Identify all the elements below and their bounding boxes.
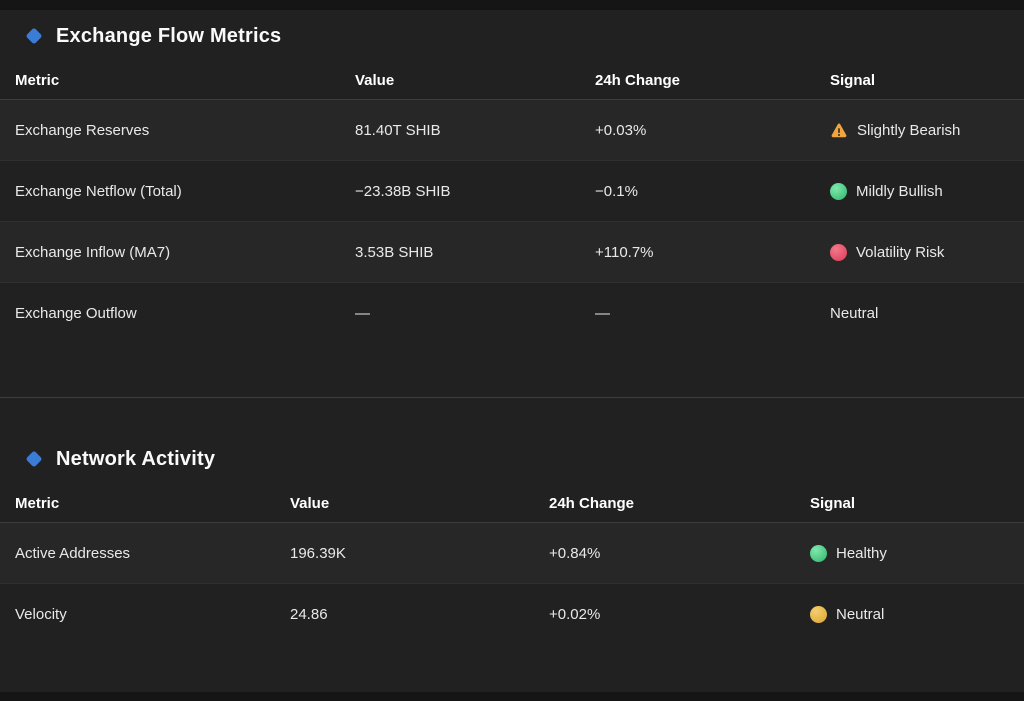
table-row: Exchange Netflow (Total) −23.38B SHIB −0…: [0, 161, 1024, 222]
section-title: Exchange Flow Metrics: [56, 24, 282, 47]
signal-label: Mildly Bullish: [856, 182, 943, 200]
value-cell: —: [355, 305, 370, 322]
metric-cell: Velocity: [15, 606, 67, 623]
table-row: Exchange Outflow — — Neutral: [0, 283, 1024, 344]
change-cell: +0.03%: [595, 121, 647, 139]
column-header-change: 24h Change: [549, 495, 635, 512]
section-divider: [0, 397, 1024, 398]
green-dot-icon: [810, 544, 827, 562]
table-row: Exchange Inflow (MA7) 3.53B SHIB +110.7%…: [0, 222, 1024, 283]
warning-triangle-icon: [830, 122, 848, 139]
value-cell: −23.38B SHIB: [355, 182, 451, 200]
column-header-signal: Signal: [810, 495, 856, 512]
metric-cell: Exchange Netflow (Total): [15, 182, 182, 200]
signal-label: Healthy: [836, 544, 887, 562]
metric-cell: Active Addresses: [15, 544, 131, 562]
signal-cell: Mildly Bullish: [830, 182, 1024, 200]
table-header-row: Metric Value 24h Change Signal: [0, 485, 1024, 523]
section-gap: [0, 398, 1024, 433]
blue-diamond-icon: [25, 450, 43, 468]
change-cell: +0.02%: [549, 606, 601, 623]
bottom-edge-strip: [0, 692, 1024, 701]
section-header-network-activity: Network Activity: [0, 433, 1024, 485]
value-cell: 24.86: [290, 606, 328, 623]
signal-label: Slightly Bearish: [857, 121, 961, 139]
section-title: Network Activity: [56, 447, 216, 470]
top-edge-strip: [0, 0, 1024, 10]
metric-cell: Exchange Outflow: [15, 305, 137, 322]
column-header-signal: Signal: [830, 72, 876, 89]
column-header-change: 24h Change: [595, 72, 681, 89]
table-header-row: Metric Value 24h Change Signal: [0, 62, 1024, 100]
change-cell: —: [595, 305, 610, 322]
yellow-dot-icon: [810, 606, 827, 623]
metric-cell: Exchange Reserves: [15, 121, 150, 139]
bottom-filler: [0, 645, 1024, 692]
metric-cell: Exchange Inflow (MA7): [15, 243, 171, 261]
signal-cell: Volatility Risk: [830, 243, 1024, 261]
column-header-value: Value: [355, 72, 395, 89]
green-dot-icon: [830, 182, 847, 200]
signal-label: Neutral: [836, 606, 885, 623]
signal-cell: Slightly Bearish: [830, 122, 1024, 139]
section-network-activity: Network Activity Metric Value 24h Change…: [0, 433, 1024, 645]
change-cell: +0.84%: [549, 544, 601, 562]
table-row: Exchange Reserves 81.40T SHIB +0.03% Sli…: [0, 100, 1024, 161]
column-header-metric: Metric: [15, 72, 60, 89]
signal-label: Volatility Risk: [856, 243, 945, 261]
column-header-metric: Metric: [15, 495, 60, 512]
section-header-exchange-flow: Exchange Flow Metrics: [0, 10, 1024, 62]
change-cell: −0.1%: [595, 182, 638, 200]
signal-label: Neutral: [830, 305, 879, 322]
signal-cell: Healthy: [810, 544, 1024, 562]
blue-diamond-icon: [25, 27, 43, 45]
column-header-value: Value: [290, 495, 330, 512]
section-spacer: [0, 344, 1024, 397]
table-row: Active Addresses 196.39K +0.84% Healthy: [0, 523, 1024, 584]
red-dot-icon: [830, 243, 847, 261]
change-cell: +110.7%: [595, 243, 654, 261]
value-cell: 3.53B SHIB: [355, 243, 434, 261]
signal-cell: Neutral: [830, 305, 1024, 322]
value-cell: 81.40T SHIB: [355, 121, 441, 139]
signal-cell: Neutral: [810, 606, 1024, 623]
table-row: Velocity 24.86 +0.02% Neutral: [0, 584, 1024, 645]
value-cell: 196.39K: [290, 544, 346, 562]
section-exchange-flow-metrics: Exchange Flow Metrics Metric Value 24h C…: [0, 10, 1024, 344]
